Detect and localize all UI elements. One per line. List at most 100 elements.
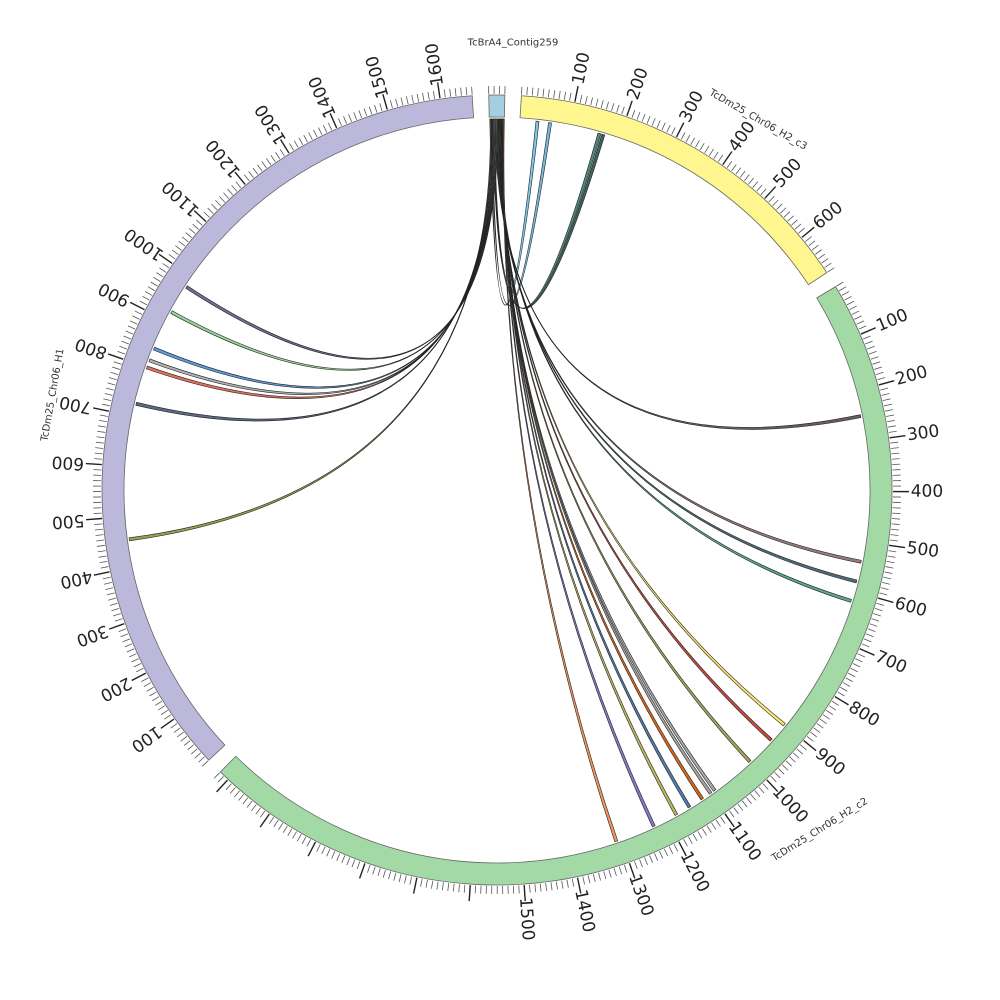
axis-tick — [891, 523, 900, 525]
axis-tick — [877, 597, 894, 604]
axis-tick — [203, 211, 210, 218]
axis-tick — [308, 132, 313, 140]
axis-tick — [752, 181, 759, 188]
axis-tick — [854, 315, 862, 320]
axis-tick — [855, 658, 863, 663]
ideogram-h2c2 — [219, 286, 893, 886]
axis-tick — [646, 115, 651, 124]
axis-tick — [631, 110, 636, 118]
axis-tick — [177, 731, 184, 738]
axis-tick — [441, 882, 444, 891]
axis-tick — [539, 883, 542, 892]
tick-label: 1400 — [570, 888, 598, 934]
axis-tick — [85, 462, 102, 466]
axis-tick — [889, 434, 906, 439]
chromosome-label-contig: TcBrA4_Contig259 — [467, 38, 559, 49]
axis-tick — [123, 335, 132, 340]
axis-tick — [865, 633, 874, 638]
link-ribbon — [498, 118, 786, 727]
axis-tick — [227, 188, 234, 196]
link-ribbon — [128, 118, 492, 542]
link-ribbon — [501, 118, 679, 816]
axis-tick — [460, 87, 462, 96]
axis-tick — [553, 90, 556, 99]
axis-tick — [411, 95, 414, 104]
axis-tick — [338, 118, 342, 126]
link-ribbon — [499, 118, 752, 764]
axis-tick — [104, 581, 113, 585]
axis-tick — [695, 140, 700, 148]
tick-label: 200 — [893, 362, 930, 390]
axis-tick — [566, 879, 569, 888]
axis-tick — [666, 124, 671, 133]
axis-tick — [724, 813, 735, 828]
axis-tick — [649, 855, 654, 863]
axis-tick — [857, 653, 866, 658]
axis-tick — [722, 151, 733, 166]
axis-tick — [715, 819, 721, 827]
axis-tick — [605, 101, 609, 110]
axis-tick — [98, 425, 107, 428]
axis-tick — [636, 111, 641, 120]
axis-tick — [389, 100, 393, 109]
axis-tick — [764, 186, 777, 199]
axis-tick — [420, 878, 423, 887]
axis-tick — [393, 872, 397, 881]
axis-tick — [122, 638, 131, 643]
axis-tick — [127, 325, 136, 330]
tick-label: 900 — [95, 278, 133, 311]
axis-tick — [102, 403, 111, 407]
axis-tick — [787, 215, 794, 222]
axis-tick — [877, 377, 886, 381]
axis-tick — [717, 154, 724, 162]
axis-tick — [837, 691, 845, 697]
axis-tick — [316, 844, 321, 852]
axis-tick — [891, 458, 900, 460]
axis-tick — [341, 855, 346, 864]
axis-tick — [388, 871, 392, 880]
tick-label: 1200 — [202, 135, 245, 181]
axis-tick — [561, 880, 564, 889]
axis-tick — [96, 539, 105, 542]
axis-tick — [803, 739, 817, 752]
axis-tick — [279, 148, 285, 157]
axis-tick — [404, 875, 407, 884]
axis-tick — [590, 97, 593, 106]
axis-tick — [678, 841, 687, 857]
axis-tick — [863, 638, 872, 643]
axis-tick — [129, 320, 138, 325]
axis-tick — [144, 291, 153, 296]
axis-tick — [400, 97, 404, 106]
axis-tick — [613, 868, 617, 877]
axis-tick — [131, 672, 147, 682]
axis-tick — [816, 723, 824, 729]
axis-tick — [876, 602, 885, 606]
link-ribbon — [502, 118, 656, 828]
axis-tick — [246, 800, 253, 808]
axis-tick — [675, 122, 685, 138]
axis-tick — [105, 587, 114, 590]
chromosome-labels-layer: TcBrA4_Contig259TcDm25_Chr06_H2_c3TcDm25… — [39, 38, 870, 865]
axis-tick — [124, 643, 133, 648]
link-ribbon — [497, 118, 852, 603]
axis-tick — [889, 544, 906, 549]
axis-tick — [661, 122, 666, 131]
axis-tick — [106, 592, 115, 596]
axis-tick — [257, 164, 263, 172]
axis-tick — [94, 458, 103, 460]
axis-tick — [104, 393, 113, 396]
axis-tick — [849, 305, 857, 311]
axis-tick — [231, 185, 238, 192]
axis-tick — [329, 113, 338, 129]
axis-tick — [711, 822, 717, 830]
axis-tick — [844, 295, 852, 301]
tick-label: 200 — [623, 65, 653, 102]
axis-tick — [465, 87, 468, 96]
axis-tick — [238, 794, 244, 801]
axis-tick — [733, 807, 739, 815]
axis-tick — [432, 90, 436, 100]
axis-tick — [229, 787, 236, 794]
axis-tick — [173, 727, 181, 733]
axis-tick — [874, 366, 882, 370]
axis-tick — [692, 833, 698, 842]
